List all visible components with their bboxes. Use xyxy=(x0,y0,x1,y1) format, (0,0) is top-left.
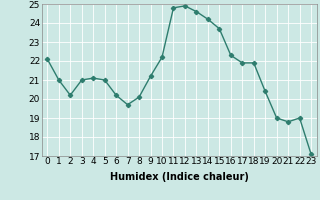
X-axis label: Humidex (Indice chaleur): Humidex (Indice chaleur) xyxy=(110,172,249,182)
